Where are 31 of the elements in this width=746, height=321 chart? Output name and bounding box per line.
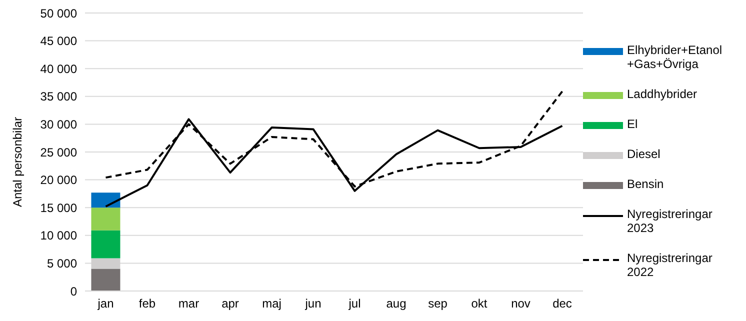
x-tick-label: aug <box>386 296 406 311</box>
legend-label: Nyregistreringar 2022 <box>627 250 714 278</box>
y-tick-label: 10 000 <box>40 228 78 243</box>
y-axis-title: Antal personbilar <box>10 116 24 207</box>
y-tick-label: 50 000 <box>40 6 78 20</box>
x-tick-label: jul <box>348 296 361 311</box>
legend-label: Laddhybrider <box>627 86 698 100</box>
x-tick-label: dec <box>552 296 572 311</box>
y-tick-label: 35 000 <box>40 90 78 104</box>
y-tick-label: 30 000 <box>40 117 78 132</box>
legend-label: El <box>627 116 639 130</box>
y-tick-label: 5 000 <box>46 256 78 270</box>
x-tick-label: feb <box>138 296 156 311</box>
y-tick-label: 25 000 <box>40 145 78 160</box>
x-tick-label: nov <box>511 296 530 311</box>
legend-label: Nyregistreringar 2023 <box>627 206 714 234</box>
y-tick-label: 20 000 <box>40 173 78 188</box>
y-tick-label: 45 000 <box>40 34 78 48</box>
x-tick-label: jan <box>96 296 114 311</box>
x-tick-label: jun <box>304 296 322 311</box>
y-tick-label: 40 000 <box>40 62 78 76</box>
x-tick-label: okt <box>471 296 488 311</box>
x-tick-label: sep <box>428 296 448 311</box>
y-tick-label: 0 <box>70 284 78 298</box>
x-tick-label: maj <box>262 296 282 311</box>
x-tick-label: apr <box>222 296 239 311</box>
x-tick-label: mar <box>178 296 200 311</box>
legend-label: Bensin <box>627 176 665 190</box>
legend-label: Diesel <box>627 146 662 160</box>
y-tick-label: 15 000 <box>40 200 78 215</box>
legend-label: Elhybrider+Etanol+Gas+Övriga <box>627 42 724 70</box>
